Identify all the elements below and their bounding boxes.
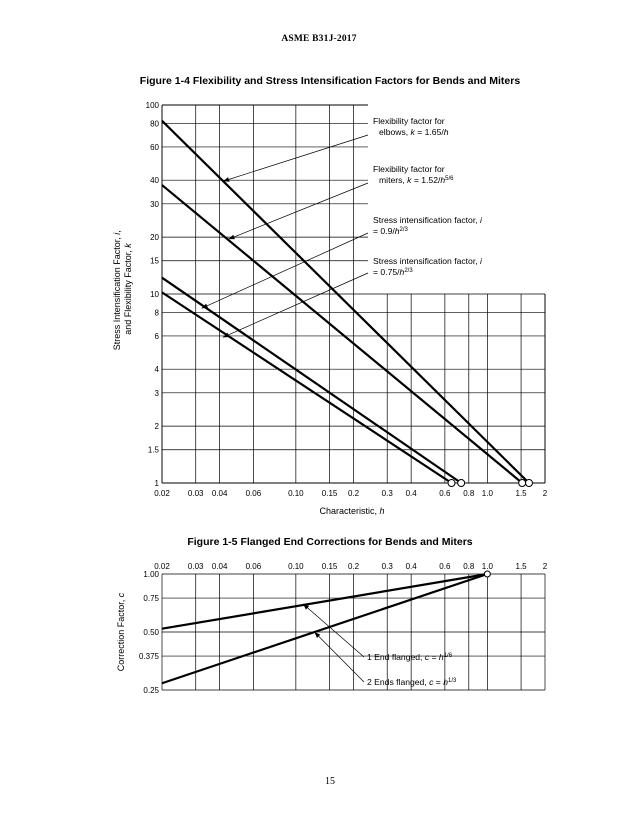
fig14-x-tick-label: 1.5 bbox=[516, 489, 528, 498]
fig14-x-tick-label: 0.2 bbox=[348, 489, 360, 498]
fig15-series-line bbox=[161, 572, 488, 630]
fig14-x-tick-label: 0.4 bbox=[406, 489, 418, 498]
fig15-x-tick-label: 2 bbox=[543, 562, 548, 571]
fig15-y-tick-label: 0.25 bbox=[143, 686, 159, 695]
annotation-arrowhead bbox=[228, 234, 235, 240]
fig15-x-tick-label: 0.2 bbox=[348, 562, 360, 571]
fig15-x-tick-label: 0.03 bbox=[188, 562, 204, 571]
annotation-arrowhead bbox=[201, 303, 209, 309]
fig15-y-axis-label: Correction Factor, c bbox=[116, 592, 126, 671]
fig14-x-tick-label: 1.0 bbox=[482, 489, 494, 498]
fig14-x-tick-label: 2 bbox=[543, 489, 548, 498]
fig15-x-tick-label: 0.4 bbox=[406, 562, 418, 571]
fig15-x-tick-label: 1.5 bbox=[516, 562, 528, 571]
fig15-y-tick-label: 1.00 bbox=[143, 570, 159, 579]
fig14-x-tick-label: 0.8 bbox=[463, 489, 475, 498]
fig15-y-tick-label: 0.75 bbox=[143, 594, 159, 603]
fig14-y-tick-label: 8 bbox=[155, 308, 160, 317]
figure-1-5-title: Figure 1-5 Flanged End Corrections for B… bbox=[187, 536, 473, 548]
annotation-leader-line bbox=[228, 182, 369, 240]
fig14-x-tick-label: 0.06 bbox=[246, 489, 262, 498]
fig15-x-tick-label: 0.8 bbox=[463, 562, 475, 571]
fig15-series-end-marker bbox=[483, 570, 491, 578]
fig14-y-tick-label: 1 bbox=[155, 479, 160, 488]
annotation-sif-0-75: Stress intensification factor, i = 0.75/… bbox=[373, 256, 484, 277]
fig14-series-end-marker bbox=[447, 479, 456, 487]
fig15-series-line bbox=[161, 572, 488, 685]
fig14-series-line bbox=[161, 120, 530, 484]
fig14-y-tick-label: 100 bbox=[146, 101, 160, 110]
annotation-leader-line bbox=[314, 631, 365, 683]
fig15-x-tick-label: 0.10 bbox=[288, 562, 304, 571]
fig14-y-tick-label: 6 bbox=[155, 332, 160, 341]
fig14-y-tick-label: 30 bbox=[150, 200, 159, 209]
fig15-x-tick-label: 0.06 bbox=[246, 562, 262, 571]
annotation-two-ends-flanged: 2 Ends flanged, c = h1/3 bbox=[367, 677, 457, 687]
fig14-x-tick-label: 0.6 bbox=[439, 489, 451, 498]
page-number: 15 bbox=[325, 776, 335, 787]
fig14-series-line bbox=[161, 184, 523, 484]
annotation-elbow-flexibility: Flexibility factor for elbows, k = 1.65/… bbox=[373, 116, 449, 137]
fig14-x-tick-label: 0.10 bbox=[288, 489, 304, 498]
fig14-y-tick-label: 15 bbox=[150, 257, 159, 266]
running-header: ASME B31J-2017 bbox=[281, 34, 357, 44]
annotations bbox=[201, 134, 369, 683]
fig14-y-tick-label: 60 bbox=[150, 143, 159, 152]
annotation-one-end-flanged: 1 End flanged, c = h1/6 bbox=[367, 652, 453, 662]
figure-1-4-chart: 1 1.5 2 3 4 6 8 10 15 20 30 40 60 80 100 0.02 0.03 0.04 0.… bbox=[146, 101, 548, 498]
fig14-y-tick-label: 40 bbox=[150, 176, 159, 185]
fig14-series-line bbox=[161, 276, 462, 484]
annotation-leader-line bbox=[201, 232, 369, 309]
fig15-x-tick-label: 0.15 bbox=[322, 562, 338, 571]
annotation-arrowhead bbox=[223, 177, 230, 182]
fig14-y-tick-label: 3 bbox=[155, 389, 160, 398]
fig15-x-tick-label: 0.3 bbox=[382, 562, 394, 571]
annotation-leader-line bbox=[223, 134, 369, 182]
annotation-sif-0-9: Stress intensification factor, i = 0.9/h… bbox=[373, 215, 484, 236]
fig15-x-tick-label: 0.02 bbox=[154, 562, 170, 571]
annotation-arrowhead bbox=[314, 632, 321, 638]
fig14-y-tick-label: 20 bbox=[150, 233, 159, 242]
fig15-x-tick-label: 1.0 bbox=[482, 562, 494, 571]
fig14-y-axis-label: Stress Intensification Factor, i, and Fl… bbox=[112, 228, 133, 351]
fig14-series-end-marker bbox=[518, 479, 527, 487]
annotation-miter-flexibility: Flexibility factor for miters, k = 1.52/… bbox=[373, 164, 454, 185]
fig15-y-tick-label: 0.50 bbox=[143, 628, 159, 637]
fig14-x-axis-label: Characteristic, h bbox=[319, 506, 384, 516]
fig14-x-tick-label: 0.15 bbox=[322, 489, 338, 498]
annotation-arrowhead bbox=[222, 332, 230, 338]
fig15-y-tick-label: 0.375 bbox=[139, 652, 160, 661]
fig14-series-end-marker bbox=[525, 479, 534, 487]
fig14-x-tick-label: 0.3 bbox=[382, 489, 394, 498]
fig14-y-tick-label: 10 bbox=[150, 290, 159, 299]
annotation-leader-line bbox=[222, 272, 369, 338]
fig14-y-tick-label: 2 bbox=[155, 422, 160, 431]
figure-1-5-chart: 1.00 0.75 0.50 0.375 0.25 0.02 0.03 0.04 0.06 0.1… bbox=[139, 562, 548, 695]
fig14-y-tick-label: 4 bbox=[155, 365, 160, 374]
annotation-leader-line bbox=[302, 603, 365, 658]
fig14-series-end-marker bbox=[457, 479, 466, 487]
figure-1-4-title: Figure 1-4 Flexibility and Stress Intens… bbox=[139, 75, 521, 87]
fig15-x-tick-label: 0.6 bbox=[439, 562, 451, 571]
fig14-x-tick-label: 0.02 bbox=[154, 489, 170, 498]
fig14-x-tick-label: 0.04 bbox=[212, 489, 228, 498]
fig14-series-line bbox=[161, 291, 453, 484]
fig14-x-tick-label: 0.03 bbox=[188, 489, 204, 498]
fig14-y-tick-label: 1.5 bbox=[148, 446, 160, 455]
fig15-x-tick-label: 0.04 bbox=[212, 562, 228, 571]
annotation-arrowhead bbox=[303, 603, 310, 610]
fig14-y-tick-label: 80 bbox=[150, 119, 159, 128]
